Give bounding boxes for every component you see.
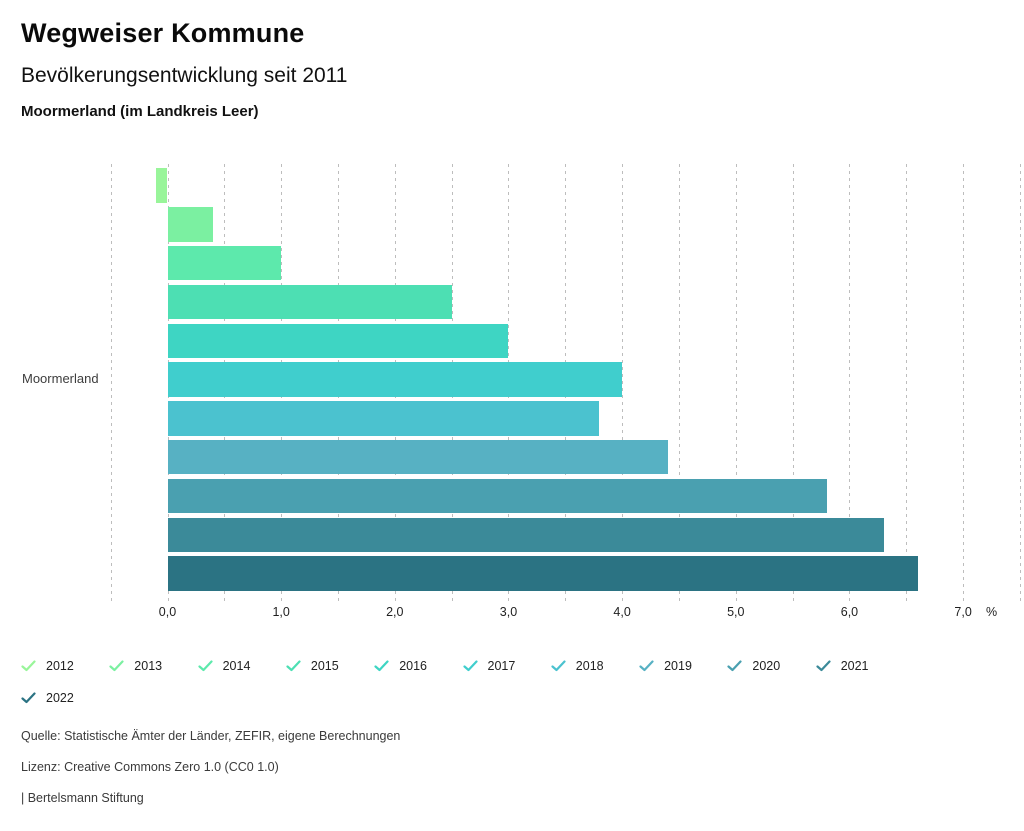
gridline <box>963 164 965 602</box>
legend-year-label: 2022 <box>46 691 74 705</box>
x-axis-tick-label: 0,0 <box>158 605 177 619</box>
x-axis-tick-label: 6,0 <box>840 605 859 619</box>
check-icon <box>639 660 654 672</box>
legend-item-2014[interactable]: 2014 <box>197 658 251 674</box>
check-icon <box>462 660 478 672</box>
chart-subtitle: Bevölkerungsentwicklung seit 2011 <box>21 64 348 87</box>
legend-year-label: 2013 <box>134 659 163 673</box>
bar-2017[interactable] <box>167 362 623 397</box>
bar-2019[interactable] <box>167 439 668 475</box>
gridline <box>678 164 680 602</box>
legend-year-label: 2012 <box>46 659 74 673</box>
legend-item-2020[interactable]: 2020 <box>727 658 780 674</box>
x-axis-tick-label: 2,0 <box>386 605 404 619</box>
check-icon <box>816 660 831 672</box>
legend-year-label: 2019 <box>664 659 692 673</box>
gridline <box>792 164 794 602</box>
bar-2016[interactable] <box>167 323 509 359</box>
gridline <box>1019 164 1021 602</box>
population-development-chart <box>0 160 1024 606</box>
x-axis-tick-label: 7,0 <box>954 605 972 619</box>
x-axis-tick-label: 5,0 <box>727 605 745 619</box>
license-text: Lizenz: Creative Commons Zero 1.0 (CC0 1… <box>21 760 279 774</box>
legend-year-label: 2014 <box>222 659 251 673</box>
check-icon <box>286 660 301 672</box>
legend-item-2019[interactable]: 2019 <box>639 658 692 674</box>
x-axis-tick-label: 4,0 <box>613 605 631 619</box>
check-icon <box>21 692 36 704</box>
gridline <box>906 164 908 602</box>
gridline <box>110 164 112 602</box>
legend-item-2017[interactable]: 2017 <box>462 658 516 674</box>
legend-item-2018[interactable]: 2018 <box>551 658 604 674</box>
check-icon <box>551 660 566 672</box>
legend-item-2013[interactable]: 2013 <box>109 658 162 674</box>
legend-year-label: 2016 <box>399 659 427 673</box>
chart-region-label: Moormerland (im Landkreis Leer) <box>21 103 259 120</box>
legend-item-2021[interactable]: 2021 <box>816 658 869 674</box>
bar-2022[interactable] <box>167 556 918 591</box>
gridline <box>735 164 737 602</box>
bar-2014[interactable] <box>167 245 282 281</box>
bar-2015[interactable] <box>167 284 452 320</box>
bar-2013[interactable] <box>167 207 213 242</box>
bar-2018[interactable] <box>167 401 600 436</box>
legend-year-label: 2017 <box>487 659 516 673</box>
bar-2012[interactable] <box>156 168 168 203</box>
check-icon <box>374 660 389 672</box>
check-icon <box>727 660 742 672</box>
legend-item-2012[interactable]: 2012 <box>21 658 74 674</box>
legend-year-label: 2015 <box>310 659 339 673</box>
legend-item-2022[interactable]: 2022 <box>21 690 74 706</box>
bar-2021[interactable] <box>167 517 884 553</box>
page-title: Wegweiser Kommune <box>21 18 305 48</box>
legend-item-2016[interactable]: 2016 <box>374 658 427 674</box>
bar-2020[interactable] <box>167 478 827 514</box>
legend-item-2015[interactable]: 2015 <box>286 658 339 674</box>
check-icon <box>21 660 36 672</box>
gridline <box>622 164 624 602</box>
x-axis-tick-label: 3,0 <box>499 605 518 619</box>
legend-year-label: 2021 <box>840 659 869 673</box>
legend-year-label: 2020 <box>752 659 781 673</box>
x-axis-unit-label: % <box>986 605 998 619</box>
check-icon <box>109 660 124 672</box>
gridline <box>849 164 851 602</box>
attribution-text: | Bertelsmann Stiftung <box>21 791 144 805</box>
check-icon <box>197 660 213 672</box>
source-text: Quelle: Statistische Ämter der Länder, Z… <box>21 729 401 743</box>
x-axis-tick-label: 1,0 <box>272 605 290 619</box>
legend-year-label: 2018 <box>575 659 604 673</box>
y-axis-category-label: Moormerland <box>22 371 99 386</box>
